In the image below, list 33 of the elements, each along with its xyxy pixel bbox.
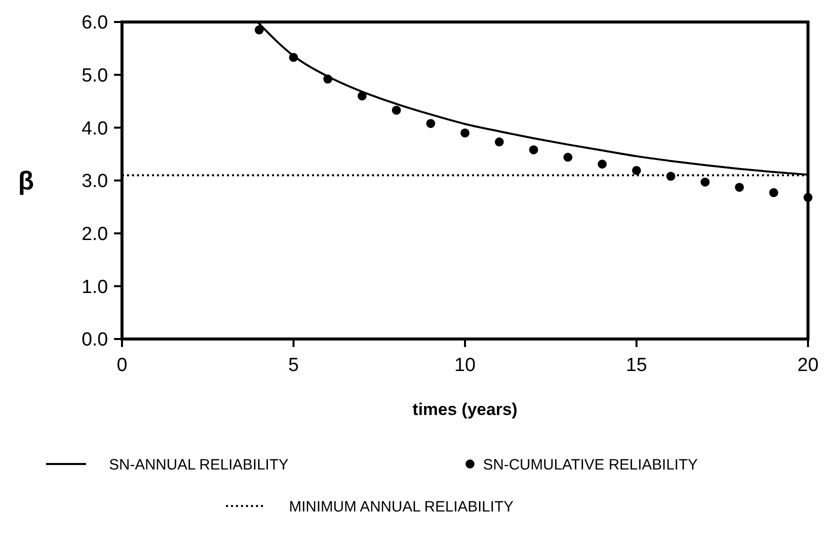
point xyxy=(700,178,710,187)
x-tick-label: 15 xyxy=(626,355,648,376)
point xyxy=(734,182,744,192)
y-tick-label: 1.0 xyxy=(82,276,108,298)
point xyxy=(769,188,778,198)
legend-label: SN-CUMULATIVE RELIABILITY xyxy=(483,456,698,474)
point xyxy=(563,152,572,162)
legend-label: SN-ANNUAL RELIABILITY xyxy=(109,456,288,474)
point xyxy=(529,145,538,154)
x-axis-title: times (years) xyxy=(412,400,518,419)
x-tick-label: 5 xyxy=(288,355,299,376)
y-tick-label: 4.0 xyxy=(82,118,108,140)
point xyxy=(254,25,264,34)
y-tick-label: 0.0 xyxy=(82,330,108,351)
point xyxy=(426,118,436,128)
point xyxy=(323,74,332,84)
point xyxy=(460,128,470,138)
point xyxy=(289,52,298,62)
x-tick-label: 20 xyxy=(797,355,819,376)
y-axis-title: β xyxy=(18,166,34,196)
y-tick-label: 3.0 xyxy=(82,171,108,192)
point xyxy=(358,91,367,100)
point xyxy=(392,106,401,115)
point xyxy=(494,137,504,146)
point xyxy=(632,166,641,175)
point xyxy=(598,160,607,169)
point xyxy=(666,172,676,181)
y-tick-label: 6.0 xyxy=(82,12,108,34)
y-tick-label: 5.0 xyxy=(82,65,108,86)
y-tick-label: 2.0 xyxy=(82,224,108,245)
x-tick-label: 0 xyxy=(116,355,128,376)
legend-label: MINIMUM ANNUAL RELIABILITY xyxy=(289,498,514,516)
x-tick-label: 10 xyxy=(454,355,476,376)
